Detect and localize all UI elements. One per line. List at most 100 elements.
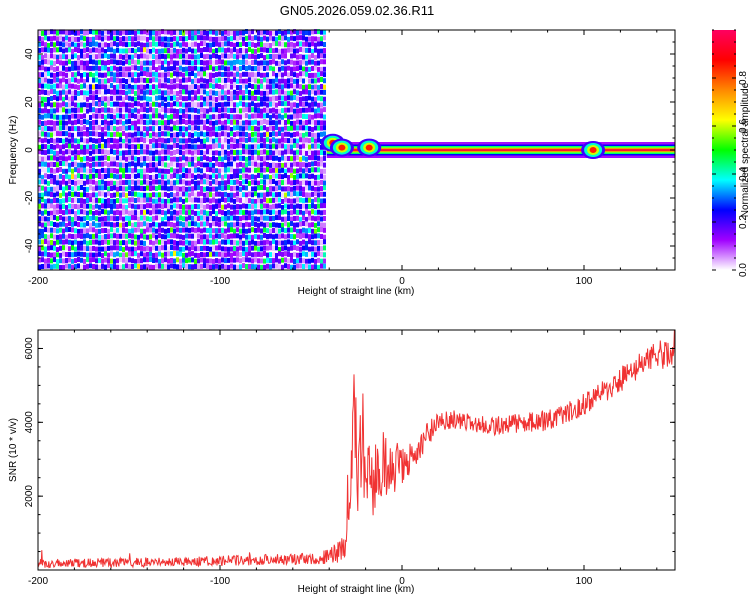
spectrogram-noise-cell	[320, 113, 323, 119]
spectrogram-noise-cell	[266, 54, 269, 60]
spectrogram-noise-cell	[185, 210, 188, 216]
spectrogram-noise-cell	[125, 132, 128, 138]
spectrogram-noise-cell	[170, 30, 173, 36]
spectrogram-noise-cell	[185, 252, 188, 258]
spectrogram-noise-cell	[314, 108, 317, 114]
spectrogram-noise-cell	[218, 71, 221, 77]
spectrogram-noise-cell	[263, 125, 266, 131]
spectrogram-noise-cell	[242, 192, 245, 198]
spectrogram-noise-cell	[47, 90, 50, 96]
spectrogram-noise-cell	[230, 131, 233, 137]
spectrogram-noise-cell	[275, 66, 278, 72]
spectrogram-noise-cell	[146, 89, 149, 95]
spectrogram-noise-cell	[179, 71, 182, 77]
spectrogram-noise-cell	[152, 227, 155, 233]
spectrogram-noise-cell	[230, 227, 233, 233]
spectrogram-noise-cell	[260, 209, 263, 215]
spectrogram-noise-cell	[143, 42, 146, 48]
spectrogram-noise-cell	[245, 209, 248, 215]
spectrogram-noise-cell	[209, 198, 212, 204]
spectrogram-noise-cell	[299, 132, 302, 138]
spectrogram-noise-cell	[77, 179, 80, 185]
spectrogram-noise-cell	[314, 204, 317, 210]
spectrogram-noise-cell	[203, 204, 206, 210]
spectrogram-noise-cell	[68, 215, 71, 221]
spectrogram-noise-cell	[248, 155, 251, 161]
spectrogram-noise-cell	[137, 77, 140, 83]
spectrogram-noise-cell	[284, 168, 287, 174]
spectrogram-noise-cell	[305, 41, 308, 47]
spectrogram-noise-cell	[239, 252, 242, 258]
spectrogram-noise-cell	[152, 137, 155, 143]
spectrogram-noise-cell	[47, 204, 50, 210]
spectrogram-noise-cell	[200, 60, 203, 65]
spectrogram-noise-cell	[59, 138, 62, 143]
spectrogram-noise-cell	[59, 265, 62, 270]
spectrogram-noise-cell	[167, 144, 170, 150]
spectrogram-noise-cell	[197, 132, 200, 137]
spectrogram-noise-cell	[224, 191, 227, 197]
spectrogram-noise-cell	[293, 84, 296, 90]
spectrogram-noise-cell	[215, 83, 218, 89]
spectrogram-noise-cell	[227, 47, 230, 53]
spectrogram-noise-cell	[59, 167, 62, 172]
spectrogram-noise-cell	[137, 245, 140, 251]
spectrogram-noise-cell	[104, 228, 107, 233]
spectrogram-noise-cell	[38, 102, 41, 108]
spectrogram-noise-cell	[320, 84, 323, 89]
spectrogram-noise-cell	[146, 234, 149, 240]
spectrogram-noise-cell	[167, 60, 170, 66]
spectrogram-noise-cell	[134, 204, 137, 210]
spectrogram-noise-cell	[299, 101, 302, 107]
spectrogram-noise-cell	[236, 90, 239, 96]
spectrogram-noise-cell	[179, 192, 182, 198]
spectrogram-noise-cell	[80, 73, 83, 78]
spectrogram-noise-cell	[191, 60, 194, 66]
spectrogram-noise-cell	[257, 227, 260, 233]
spectrogram-noise-cell	[167, 264, 170, 270]
spectrogram-noise-cell	[185, 227, 188, 233]
spectrogram-noise-cell	[89, 115, 92, 120]
spectrogram-noise-cell	[44, 216, 47, 222]
spectrogram-noise-cell	[290, 71, 293, 77]
spectrogram-noise-cell	[110, 264, 113, 269]
spectrogram-noise-cell	[182, 150, 185, 156]
spectrogram-noise-cell	[287, 264, 290, 269]
spectrogram-noise-cell	[308, 36, 311, 42]
spectrogram-noise-cell	[185, 245, 188, 251]
spectrogram-noise-cell	[203, 132, 206, 138]
spectrogram-noise-cell	[212, 258, 215, 264]
spectrogram-noise-cell	[278, 35, 281, 41]
spectrogram-noise-cell	[245, 240, 248, 246]
spectrogram-noise-cell	[236, 204, 239, 209]
spectrogram-noise-cell	[134, 48, 137, 54]
spectrogram-noise-cell	[290, 138, 293, 144]
spectrogram-noise-cell	[86, 36, 89, 42]
spectrogram-noise-cell	[47, 149, 50, 155]
spectrogram-noise-cell	[71, 168, 74, 174]
spectrogram-noise-cell	[242, 126, 245, 132]
spectrogram-noise-cell	[86, 246, 89, 252]
spectrogram-noise-cell	[104, 78, 107, 84]
spectrogram-noise-cell	[74, 174, 77, 180]
spectrogram-noise-cell	[44, 71, 47, 77]
spectrogram-noise-cell	[98, 246, 101, 252]
spectrogram-noise-cell	[239, 125, 242, 131]
spectrogram-noise-cell	[272, 215, 275, 221]
spectrogram-noise-cell	[278, 54, 281, 60]
spectrogram-noise-cell	[290, 234, 293, 239]
spectrogram-noise-cell	[215, 30, 218, 36]
spectrogram-noise-cell	[89, 42, 92, 47]
spectrogram-noise-cell	[203, 120, 206, 126]
spectrogram-noise-cell	[179, 78, 182, 84]
spectrogram-noise-cell	[134, 240, 137, 246]
spectrogram-noise-cell	[59, 60, 62, 66]
spectrogram-noise-cell	[317, 77, 320, 83]
spectrogram-noise-cell	[104, 185, 107, 190]
spectrogram-noise-cell	[317, 89, 320, 95]
spectrogram-noise-cell	[311, 180, 314, 186]
spectrogram-noise-cell	[194, 204, 197, 209]
spectrogram-noise-cell	[209, 83, 212, 89]
spectrogram-noise-cell	[233, 114, 236, 120]
spectrogram-noise-cell	[197, 137, 200, 143]
